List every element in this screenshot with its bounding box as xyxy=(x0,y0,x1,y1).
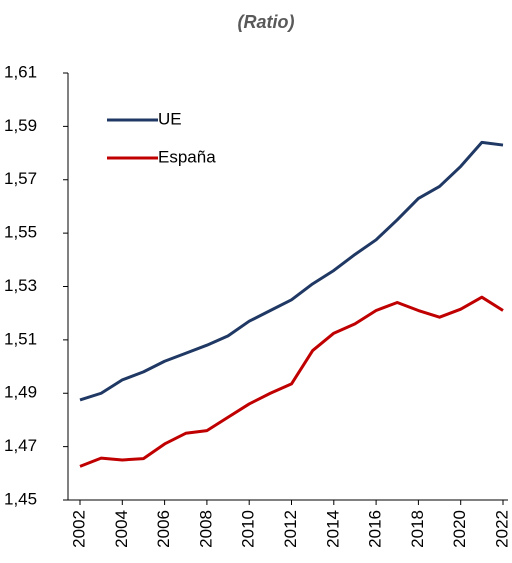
x-tick-label: 2004 xyxy=(112,510,131,548)
y-tick-label: 1,55 xyxy=(4,223,37,242)
x-tick-label: 2006 xyxy=(154,510,173,548)
x-tick-label: 2012 xyxy=(281,510,300,548)
y-tick-label: 1,49 xyxy=(4,383,37,402)
x-tick-label: 2020 xyxy=(450,510,469,548)
chart-title: (Ratio) xyxy=(238,12,295,32)
x-tick-label: 2010 xyxy=(239,510,258,548)
y-tick-label: 1,61 xyxy=(4,62,37,81)
x-tick-label: 2016 xyxy=(366,510,385,548)
y-tick-label: 1,59 xyxy=(4,116,37,135)
x-tick-label: 2002 xyxy=(69,510,88,548)
line-series xyxy=(79,140,504,402)
y-tick-label: 1,53 xyxy=(4,276,37,295)
legend-label: UE xyxy=(158,109,182,128)
x-tick-label: 2022 xyxy=(492,510,511,548)
y-tick-label: 1,47 xyxy=(4,436,37,455)
x-tick-label: 2008 xyxy=(196,510,215,548)
x-tick-label: 2014 xyxy=(323,510,342,548)
line-series xyxy=(79,295,504,468)
x-tick-label: 2018 xyxy=(408,510,427,548)
y-tick-label: 1,51 xyxy=(4,329,37,348)
y-tick-label: 1,45 xyxy=(4,489,37,508)
y-tick-label: 1,57 xyxy=(4,169,37,188)
legend-label: España xyxy=(158,147,216,166)
